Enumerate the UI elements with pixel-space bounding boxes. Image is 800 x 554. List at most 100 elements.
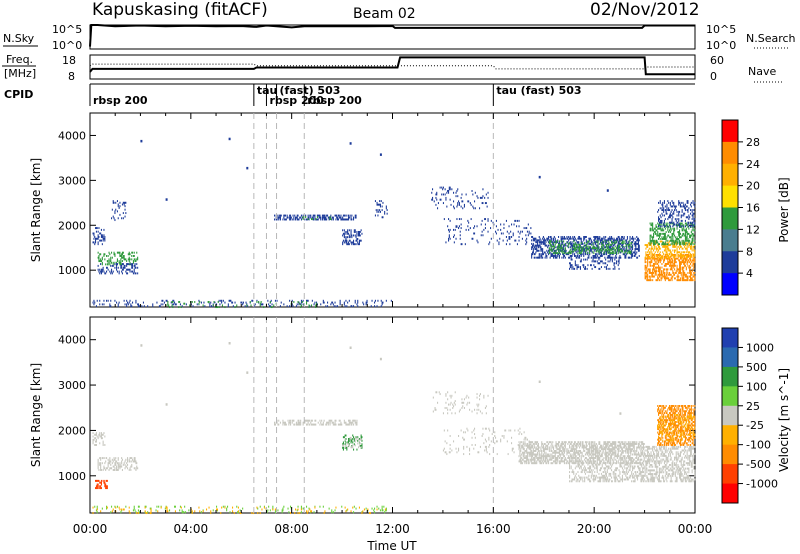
data-cell (693, 224, 695, 227)
data-cell (551, 455, 553, 458)
data-cell (606, 455, 608, 458)
data-cell (600, 444, 602, 447)
data-cell (645, 270, 647, 273)
data-cell (305, 216, 307, 219)
data-cell (519, 427, 521, 430)
data-cell (451, 412, 453, 415)
data-cell (683, 243, 685, 246)
data-cell (648, 256, 650, 259)
data-cell (574, 262, 576, 265)
data-cell (597, 256, 599, 259)
data-cell (539, 241, 541, 244)
data-cell (677, 268, 679, 271)
data-cell (679, 277, 681, 280)
data-cell (92, 232, 94, 235)
data-cell (572, 244, 574, 247)
data-cell (96, 483, 98, 486)
data-cell (547, 446, 549, 449)
data-cell (553, 446, 555, 449)
data-cell (685, 227, 687, 230)
data-cell (342, 446, 344, 449)
data-cell (526, 237, 528, 240)
data-cell (635, 248, 637, 251)
data-cell (541, 455, 543, 458)
data-cell (668, 256, 670, 259)
data-cell (458, 218, 460, 221)
data-cell (481, 196, 483, 199)
data-cell (136, 462, 138, 465)
data-cell (569, 248, 571, 251)
data-cell (607, 446, 609, 449)
data-cell (611, 448, 613, 451)
data-cell (484, 196, 486, 199)
data-cell (315, 218, 317, 221)
data-cell (546, 255, 548, 257)
data-cell (531, 242, 533, 245)
data-cell (316, 218, 318, 221)
data-cell (658, 272, 660, 274)
data-cell (561, 458, 563, 461)
data-cell (555, 444, 557, 447)
data-cell (599, 450, 601, 452)
data-cell (660, 229, 662, 232)
data-cell (689, 270, 691, 273)
data-cell (96, 435, 98, 438)
data-cell (453, 236, 455, 238)
data-cell (671, 263, 673, 265)
data-cell (474, 433, 476, 436)
data-cell (112, 460, 114, 463)
data-cell (286, 214, 288, 217)
data-cell (498, 241, 500, 244)
data-cell (380, 305, 382, 308)
data-cell (541, 249, 543, 252)
data-cell (104, 462, 106, 465)
data-cell (212, 304, 214, 307)
data-cell (607, 453, 609, 456)
data-cell (658, 264, 660, 267)
data-cell (534, 246, 536, 249)
data-cell (522, 443, 524, 445)
data-cell (131, 251, 133, 254)
data-cell (619, 240, 621, 243)
data-cell (634, 241, 636, 244)
data-cell (621, 250, 623, 253)
data-cell (558, 450, 560, 452)
data-cell (644, 268, 646, 271)
data-cell (671, 232, 673, 235)
data-cell (183, 302, 185, 305)
data-cell (681, 209, 683, 212)
data-cell (649, 270, 651, 273)
data-cell (358, 241, 360, 244)
data-cell (652, 270, 654, 273)
data-cell (250, 304, 252, 307)
data-cell (376, 210, 378, 213)
data-cell (575, 443, 577, 445)
data-cell (348, 444, 350, 447)
data-cell (598, 453, 600, 456)
data-cell (386, 209, 388, 212)
data-cell (599, 458, 601, 461)
data-cell (560, 250, 562, 253)
data-cell (657, 254, 659, 256)
data-cell (682, 232, 684, 235)
data-cell (636, 239, 638, 242)
data-cell (688, 259, 690, 262)
data-cell (647, 242, 649, 245)
data-cell (312, 216, 314, 219)
data-cell (509, 243, 511, 246)
data-cell (332, 421, 334, 424)
data-cell (134, 460, 136, 463)
data-cell (523, 457, 525, 459)
data-cell (112, 200, 114, 203)
data-cell (110, 467, 112, 470)
data-cell (461, 193, 463, 196)
data-cell (568, 243, 570, 246)
data-cell (682, 229, 684, 232)
data-cell (348, 239, 350, 242)
data-cell (665, 253, 667, 256)
data-cell (607, 457, 609, 459)
data-cell (685, 279, 687, 282)
data-cell (589, 237, 591, 240)
data-cell (607, 243, 609, 246)
data-cell (669, 255, 671, 258)
